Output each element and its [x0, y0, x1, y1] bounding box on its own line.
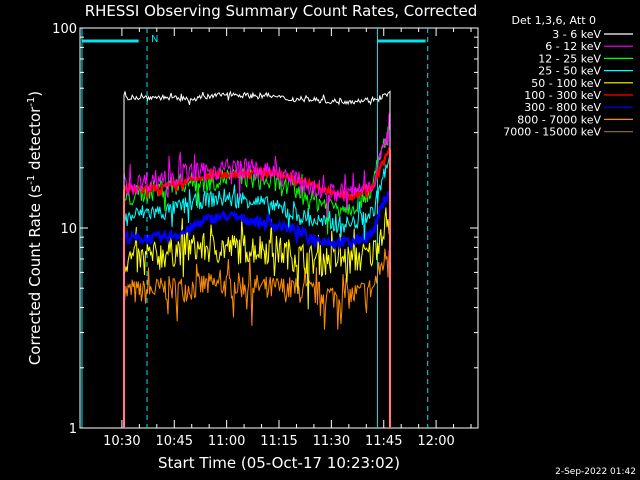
x-axis-ticks: 10:30 10:45 11:00 11:15 11:30 11:45 12:00	[103, 28, 472, 449]
legend-label: 3 - 6 keV	[552, 28, 601, 41]
legend-label: 7000 - 15000 keV	[503, 126, 601, 139]
legend-title: Det 1,3,6, Att 0	[512, 14, 596, 27]
x-tick-label: 12:00	[417, 434, 454, 449]
legend-label: 800 - 7000 keV	[517, 113, 601, 126]
legend-label: 25 - 50 keV	[538, 65, 601, 78]
series-line-3-6keV	[123, 90, 391, 428]
legend-label: 300 - 800 keV	[524, 101, 601, 114]
legend-label: 50 - 100 keV	[531, 77, 601, 90]
x-tick-label: 11:00	[208, 434, 245, 449]
x-tick-label: 11:45	[365, 434, 402, 449]
x-tick-label: 11:15	[260, 434, 297, 449]
x-tick-label: 10:45	[156, 434, 193, 449]
y-tick-label: 100	[52, 22, 77, 37]
y-tick-label: 1	[69, 422, 77, 437]
x-tick-label: 10:30	[103, 434, 140, 449]
y-tick-label: 10	[60, 222, 77, 237]
series-line-6-12keV	[123, 113, 391, 428]
x-tick-label: 11:30	[313, 434, 350, 449]
legend-label: 100 - 300 keV	[524, 89, 601, 102]
plot-frame	[79, 27, 479, 429]
footer-timestamp: 2-Sep-2022 01:42	[555, 467, 636, 477]
legend-label: 6 - 12 keV	[545, 40, 601, 53]
series-line-50-100keV	[123, 202, 391, 428]
y-axis-ticks: 1 10 100	[52, 22, 478, 437]
x-axis-label: Start Time (05-Oct-17 10:23:02)	[158, 454, 400, 472]
series-layer	[122, 90, 392, 428]
legend-label: 12 - 25 keV	[538, 52, 601, 65]
series-line-800-7000keV	[123, 248, 391, 428]
series-line-300-800keV	[122, 188, 392, 428]
y-axis-label: Corrected Count Rate (s-1 detector-1)	[26, 91, 44, 365]
chart-title: RHESSI Observing Summary Count Rates, Co…	[85, 2, 478, 20]
series-line-25-50keV	[123, 153, 391, 428]
annotation-label: N	[151, 34, 158, 45]
